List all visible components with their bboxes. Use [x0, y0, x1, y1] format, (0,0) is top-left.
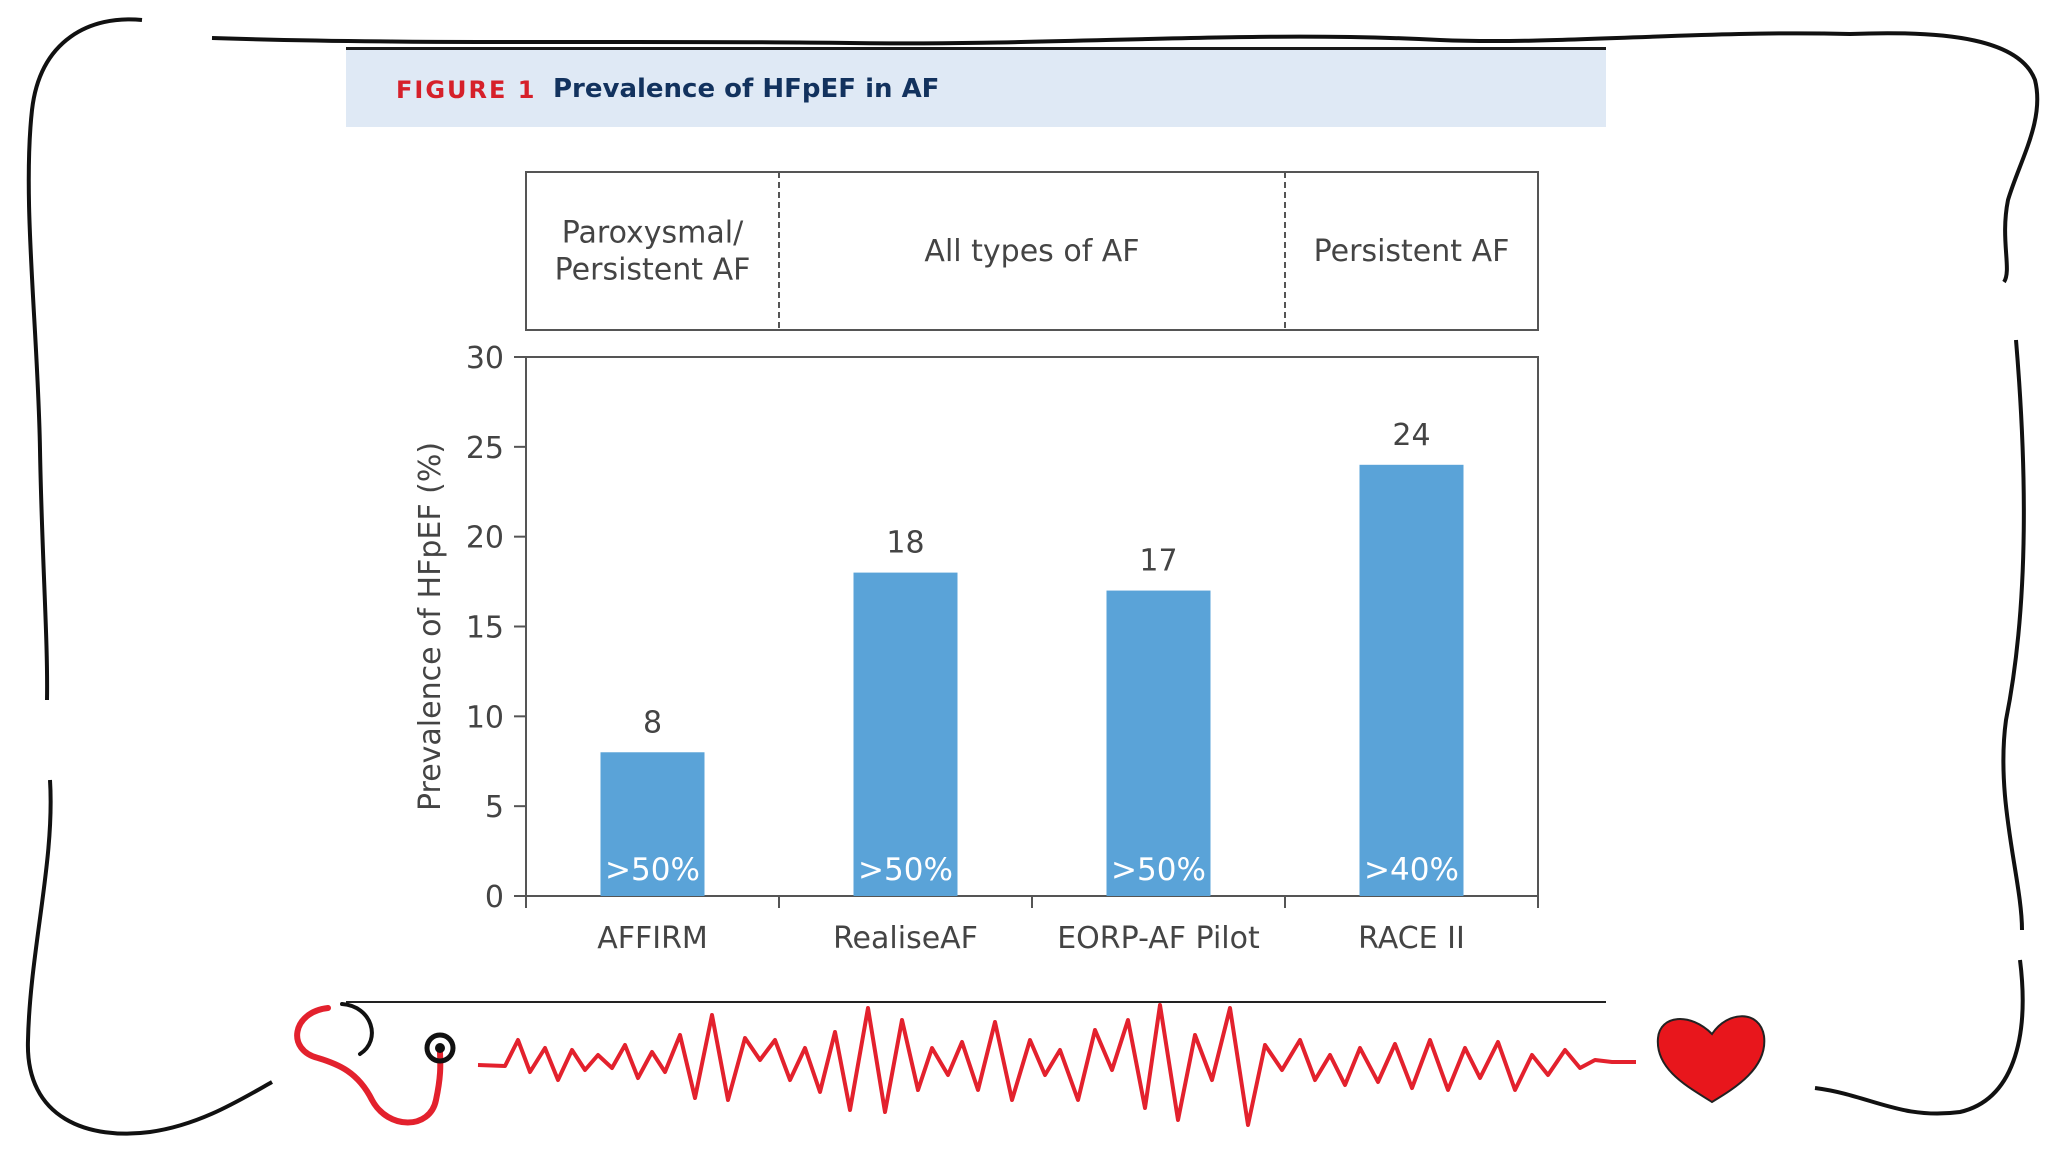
y-tick-label: 10	[466, 700, 504, 735]
group-label: Persistent AF	[555, 253, 751, 288]
group-label: Persistent AF	[1314, 234, 1510, 269]
bar-inner-label: >50%	[1111, 852, 1206, 888]
figure-title: Prevalence of HFpEF in AF	[553, 74, 940, 104]
y-axis-label: Prevalence of HFpEF (%)	[413, 442, 448, 811]
y-tick-label: 30	[466, 341, 504, 376]
x-category-label: RealiseAF	[833, 921, 978, 956]
group-label: All types of AF	[924, 234, 1139, 269]
bar-value-label: 24	[1392, 418, 1430, 453]
x-category-label: EORP-AF Pilot	[1057, 921, 1260, 956]
y-tick-label: 0	[485, 880, 504, 915]
x-category-label: RACE II	[1358, 921, 1465, 956]
bar	[600, 752, 705, 896]
bar-inner-label: >50%	[605, 852, 700, 888]
bar	[1106, 590, 1211, 896]
bar	[853, 572, 958, 896]
group-header-box	[525, 171, 1539, 331]
y-tick-label: 25	[466, 431, 504, 466]
figure-header: FIGURE 1 Prevalence of HFpEF in AF	[346, 47, 1606, 127]
bar-value-label: 8	[643, 705, 662, 740]
bar	[1359, 464, 1464, 896]
y-tick-label: 15	[466, 611, 504, 646]
figure-label: FIGURE 1	[396, 76, 537, 104]
x-category-label: AFFIRM	[597, 921, 708, 956]
group-label: Paroxysmal/	[562, 216, 744, 251]
bar-value-label: 17	[1139, 544, 1177, 579]
bar-inner-label: >40%	[1364, 852, 1459, 888]
y-tick-label: 5	[485, 790, 504, 825]
bar-value-label: 18	[886, 526, 924, 561]
bar-inner-label: >50%	[858, 852, 953, 888]
y-tick-label: 20	[466, 521, 504, 556]
